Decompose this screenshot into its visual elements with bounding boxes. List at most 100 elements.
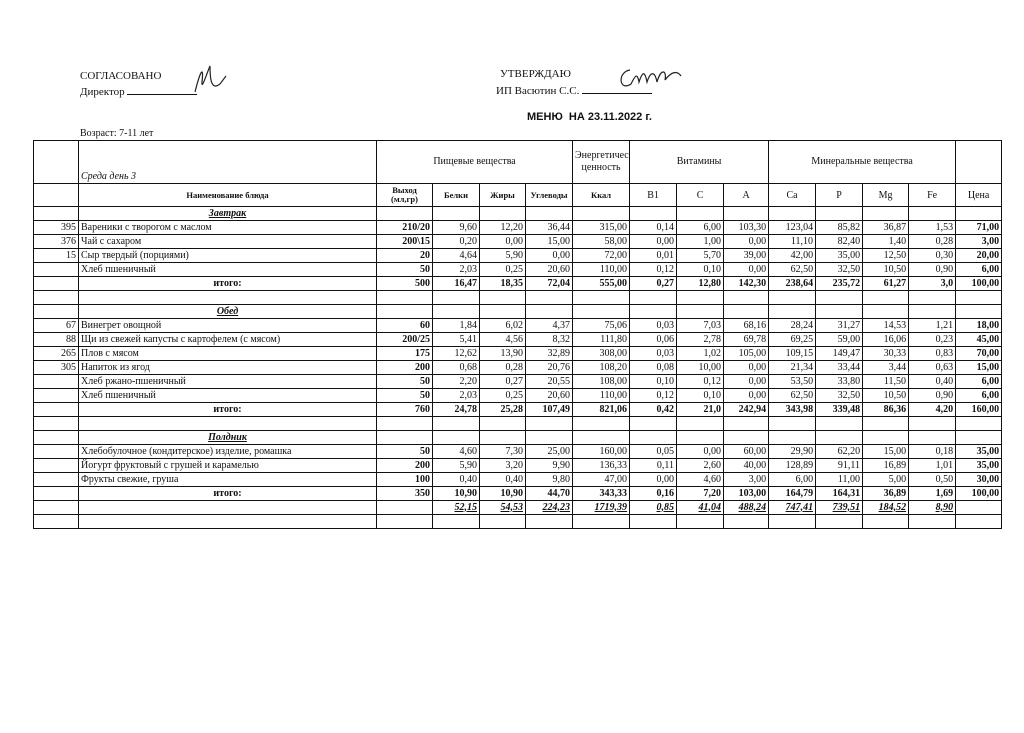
value-cell: 71,00 [955, 220, 1003, 235]
cell [432, 430, 480, 445]
value-cell: 33,80 [815, 374, 864, 389]
cell [33, 140, 79, 184]
value-cell: 0,00 [676, 444, 725, 459]
column-header: Жиры [479, 183, 526, 207]
dish-number [33, 374, 79, 389]
cell [479, 514, 526, 529]
value-cell: 13,90 [479, 346, 526, 361]
cell [768, 290, 817, 305]
value-cell: 36,89 [862, 486, 910, 501]
value-cell: 0,20 [432, 234, 480, 249]
cell [768, 304, 817, 319]
cell [479, 430, 526, 445]
value-cell: 0,25 [479, 262, 526, 277]
grand-total-cell: 0,85 [629, 500, 678, 515]
section-row: Полдник [33, 430, 1003, 445]
value-cell: 16,06 [862, 332, 910, 347]
value-cell: 149,47 [815, 346, 864, 361]
value-cell: 6,00 [676, 220, 725, 235]
value-cell: 0,00 [629, 234, 678, 249]
value-cell: 1,01 [908, 458, 957, 473]
cell [908, 416, 957, 431]
cell [572, 304, 631, 319]
cell [33, 416, 79, 431]
value-cell: 2,20 [432, 374, 480, 389]
value-cell: 40,00 [723, 458, 770, 473]
value-cell: 0,12 [676, 374, 725, 389]
cell [815, 304, 864, 319]
grand-total-cell: 184,52 [862, 500, 910, 515]
dish-name: Плов с мясом [78, 346, 377, 361]
column-header: Выход (мл,гр) [376, 183, 433, 207]
cell [376, 290, 433, 305]
value-cell: 0,63 [908, 360, 957, 375]
value-cell: 0,12 [629, 262, 678, 277]
group-header-row: Среда день 3 Пищевые вещества Энергетиче… [33, 140, 1003, 184]
cell [768, 430, 817, 445]
value-cell: 0,18 [908, 444, 957, 459]
grand-total-cell: 41,04 [676, 500, 725, 515]
value-cell: 82,40 [815, 234, 864, 249]
cell [815, 290, 864, 305]
value-cell: 760 [376, 402, 433, 417]
value-cell: 0,00 [629, 472, 678, 487]
value-cell: 108,20 [572, 360, 631, 375]
value-cell: 69,25 [768, 332, 817, 347]
value-cell: 47,00 [572, 472, 631, 487]
cell [479, 206, 526, 221]
value-cell: 100,00 [955, 276, 1003, 291]
value-cell: 20,55 [524, 374, 574, 389]
value-cell: 3,44 [862, 360, 910, 375]
signature-line [127, 85, 198, 95]
value-cell: 36,87 [862, 220, 910, 235]
value-cell: 42,00 [768, 248, 817, 263]
value-cell: 61,27 [862, 276, 910, 291]
value-cell: 86,36 [862, 402, 910, 417]
cell [676, 416, 725, 431]
grand-total-cell: 739,51 [815, 500, 864, 515]
cell [908, 206, 957, 221]
value-cell: 53,50 [768, 374, 817, 389]
value-cell: 59,00 [815, 332, 864, 347]
value-cell: 11,00 [815, 472, 864, 487]
cell [33, 514, 79, 529]
cell [955, 206, 1003, 221]
grand-total-cell: 488,24 [723, 500, 770, 515]
value-cell: 8,32 [524, 332, 574, 347]
value-cell: 7,30 [479, 444, 526, 459]
value-cell: 107,49 [524, 402, 574, 417]
cell [572, 416, 631, 431]
dish-row: 67 Винегрет овощной 60 1,84 6,02 4,37 75,06 0,0… [33, 318, 1003, 333]
cell [524, 206, 574, 221]
value-cell: 12,50 [862, 248, 910, 263]
value-cell: 7,20 [676, 486, 725, 501]
dish-number [33, 262, 79, 277]
column-header: P [815, 183, 864, 207]
cell [862, 304, 910, 319]
value-cell: 0,23 [908, 332, 957, 347]
cell [376, 416, 433, 431]
cell [33, 206, 79, 221]
approve-left-label: СОГЛАСОВАНО [80, 70, 162, 82]
column-header: Ккал [572, 183, 631, 207]
dish-number [33, 276, 79, 291]
value-cell: 0,50 [908, 472, 957, 487]
value-cell: 10,50 [862, 262, 910, 277]
value-cell: 164,79 [768, 486, 817, 501]
cell [862, 514, 910, 529]
value-cell: 16,47 [432, 276, 480, 291]
cell [955, 514, 1003, 529]
column-header: Белки [432, 183, 480, 207]
value-cell: 28,24 [768, 318, 817, 333]
value-cell: 12,20 [479, 220, 526, 235]
dish-row: 305 Напиток из ягод 200 0,68 0,28 20,76 108,20… [33, 360, 1003, 375]
value-cell: 45,00 [955, 332, 1003, 347]
cell [78, 290, 377, 305]
cell [629, 514, 678, 529]
value-cell: 0,90 [908, 262, 957, 277]
value-cell: 15,00 [524, 234, 574, 249]
signature-line [582, 84, 653, 94]
value-cell: 555,00 [572, 276, 631, 291]
column-header: A [723, 183, 770, 207]
